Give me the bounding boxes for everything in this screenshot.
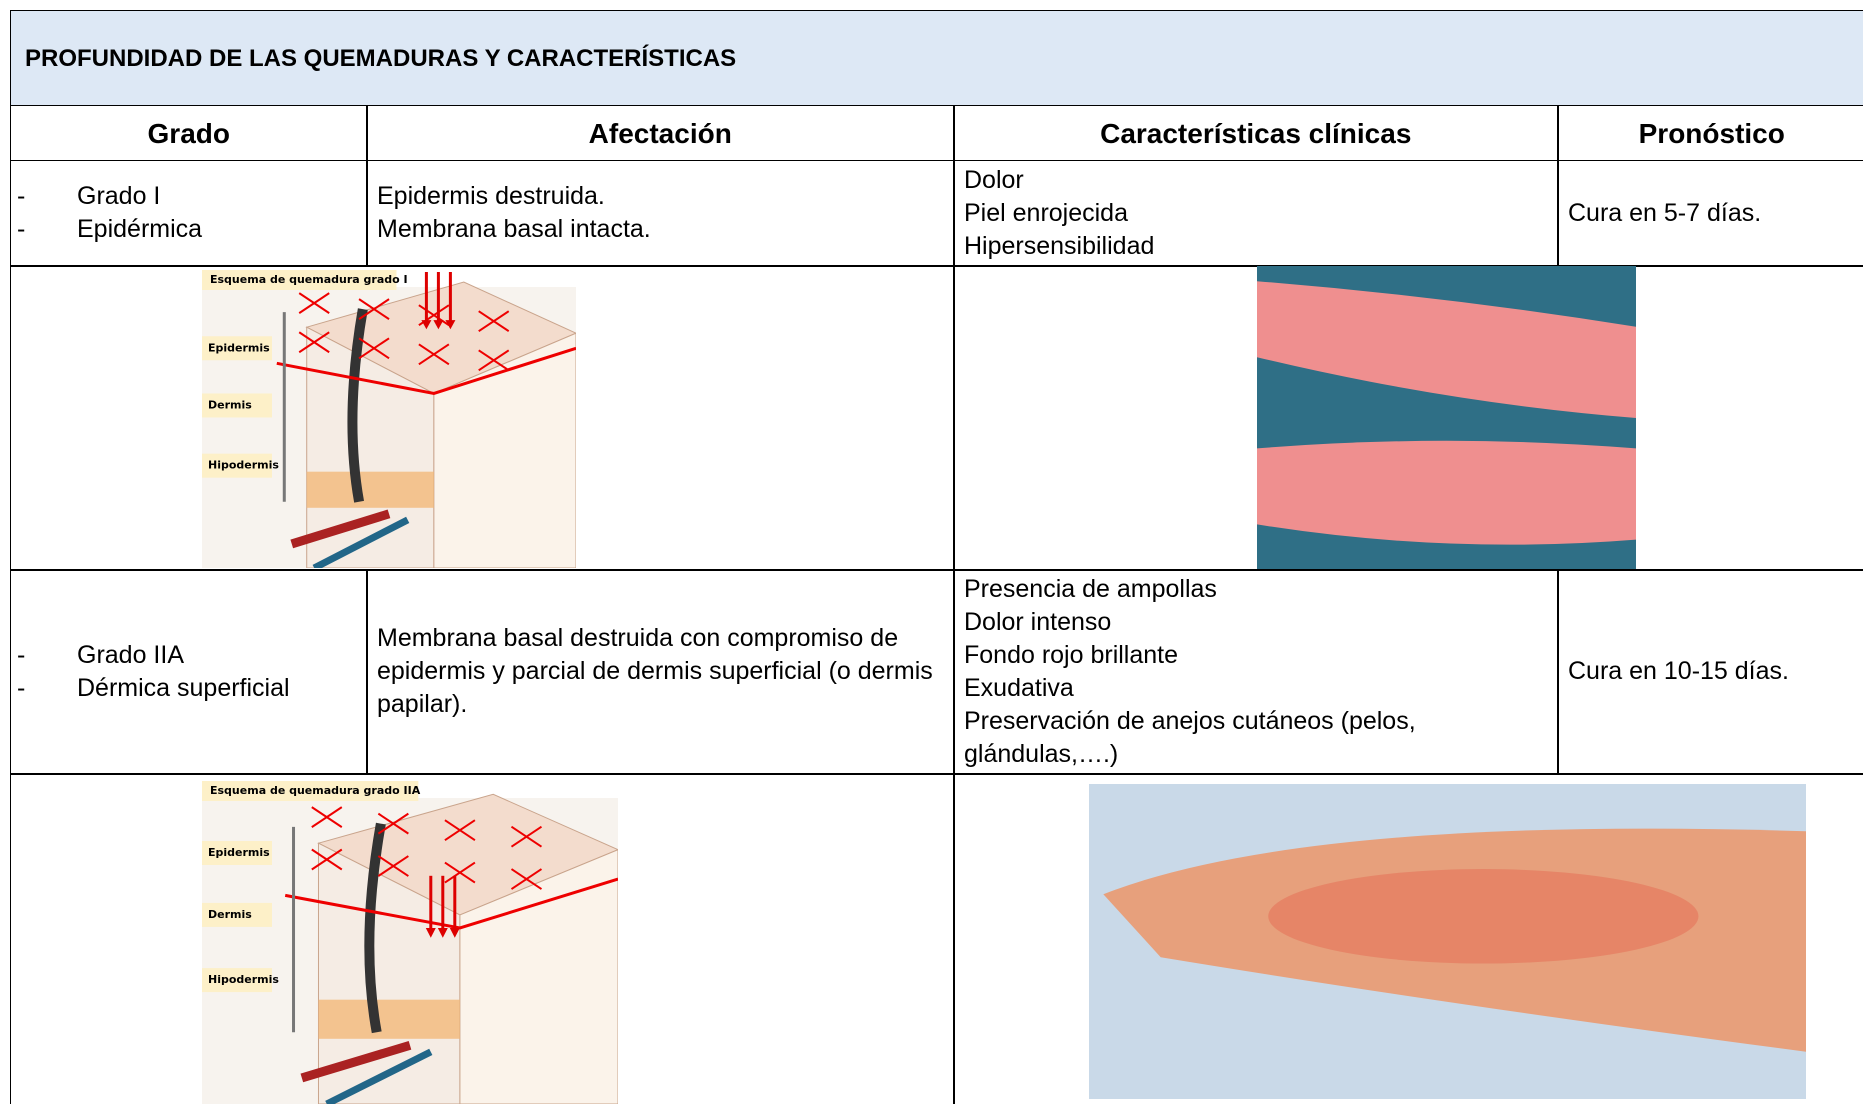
prognosis-cell: Cura en 5-7 días.	[1557, 160, 1863, 267]
column-header: Características clínicas	[953, 105, 1559, 161]
limb	[1257, 281, 1636, 418]
hair	[364, 822, 386, 1034]
burn-line	[276, 346, 576, 395]
affect-line: Membrana basal intacta.	[377, 215, 651, 244]
burn-x	[358, 337, 390, 360]
layer-label: Epidermis	[208, 341, 270, 354]
burn-x	[298, 331, 330, 354]
diagram-title-box	[202, 781, 419, 801]
burn-x	[418, 343, 450, 366]
prognosis-text: Cura en 10-15 días.	[1568, 657, 1789, 686]
burn-x	[377, 812, 409, 835]
layer-label-box	[202, 902, 272, 927]
burn-x	[358, 298, 390, 320]
burn-x	[444, 819, 476, 841]
burn-x	[298, 292, 330, 314]
layer-label: Hipodermis	[208, 973, 279, 986]
column-header: Afectación	[366, 105, 955, 161]
clinical-line: Hipersensibilidad	[964, 231, 1155, 260]
burn-diagram: Esquema de quemadura grado IIA Epidermis D…	[202, 781, 618, 1104]
prognosis-cell: Cura en 10-15 días.	[1557, 569, 1863, 775]
image-cell	[953, 773, 1863, 1104]
image-cell	[10, 773, 955, 1104]
column-header: Pronóstico	[1557, 105, 1863, 161]
image-cell	[10, 265, 955, 571]
title-text: PROFUNDIDAD DE LAS QUEMADURAS Y CARACTER…	[25, 44, 737, 72]
layer-label: Dermis	[208, 398, 252, 411]
affect-line: Epidermis destruida.	[377, 182, 605, 211]
vessel	[312, 516, 410, 568]
burn-x	[478, 349, 510, 372]
layer-label-box	[202, 968, 272, 993]
affect-cell: Epidermis destruida. Membrana basal intac…	[366, 160, 955, 267]
layer-label-box	[202, 453, 272, 478]
grade-cell: Grado IIADérmica superficial	[10, 569, 368, 775]
hair	[347, 308, 368, 503]
burn-line	[284, 877, 618, 930]
vessel	[325, 1048, 433, 1104]
skin-front	[433, 332, 576, 568]
grade-cell: Grado IEpidérmica	[10, 160, 368, 267]
fat-layer	[306, 471, 434, 508]
burn-x	[478, 310, 510, 333]
layer-label: Hipodermis	[208, 459, 279, 472]
clinical-line: Fondo rojo brillante	[964, 640, 1179, 669]
arrow-head	[421, 320, 432, 330]
fat-layer	[318, 999, 460, 1039]
grade-item: Grado IIA	[17, 639, 357, 672]
clinical-cell: Dolor Piel enrojecida Hipersensibilidad	[953, 160, 1559, 267]
burn-x	[510, 868, 543, 890]
vessel	[300, 1041, 412, 1083]
burn-x	[377, 855, 409, 877]
table-title: PROFUNDIDAD DE LAS QUEMADURAS Y CARACTER…	[10, 10, 1863, 106]
diagram-title: Esquema de quemadura grado I	[210, 273, 408, 286]
clinical-photo	[1089, 784, 1806, 1099]
column-header: Grado	[10, 105, 368, 161]
clinical-line: Exudativa	[964, 673, 1074, 702]
clinical-line: Piel enrojecida	[964, 198, 1128, 227]
grade-item: Dérmica superficial	[17, 672, 357, 705]
arrow-head	[449, 927, 460, 938]
layer-label: Epidermis	[208, 846, 270, 859]
burn-diagram: Esquema de quemadura grado I Epidermis Der…	[202, 270, 576, 568]
grade-item: Epidérmica	[17, 213, 357, 246]
vessel	[290, 509, 391, 549]
arrow-head	[445, 320, 456, 330]
prognosis-text: Cura en 5-7 días.	[1568, 198, 1762, 227]
clinical-line: Dolor intenso	[964, 607, 1112, 636]
arrow-head	[437, 927, 448, 938]
grade-item: Grado I	[17, 180, 357, 213]
burn-x	[311, 806, 343, 828]
clinical-line: Preservación de anejos cutáneos (pelos, …	[964, 706, 1416, 768]
skin-front	[459, 849, 618, 1104]
arrow-head	[425, 927, 436, 938]
layer-label-box	[202, 393, 272, 418]
limb	[1257, 440, 1636, 545]
layer-label: Dermis	[208, 908, 252, 921]
diagram-title: Esquema de quemadura grado IIA	[210, 784, 421, 797]
layer-label-box	[202, 336, 272, 361]
clinical-photo	[1257, 266, 1636, 570]
burn-x	[444, 861, 476, 884]
affect-cell: Membrana basal destruida con compromiso …	[366, 569, 955, 775]
affect-line: Membrana basal destruida con compromiso …	[377, 624, 933, 719]
clinical-line: Presencia de ampollas	[964, 574, 1217, 603]
clinical-line: Dolor	[964, 165, 1024, 194]
arrow-head	[433, 320, 444, 330]
burn-area	[1268, 869, 1699, 964]
image-cell	[953, 265, 1863, 571]
burn-x	[311, 848, 343, 871]
burn-x	[510, 825, 543, 848]
clinical-cell: Presencia de ampollas Dolor intenso Fondo …	[953, 569, 1559, 775]
diagram-title-box	[202, 270, 397, 290]
layer-label-box	[202, 840, 272, 865]
